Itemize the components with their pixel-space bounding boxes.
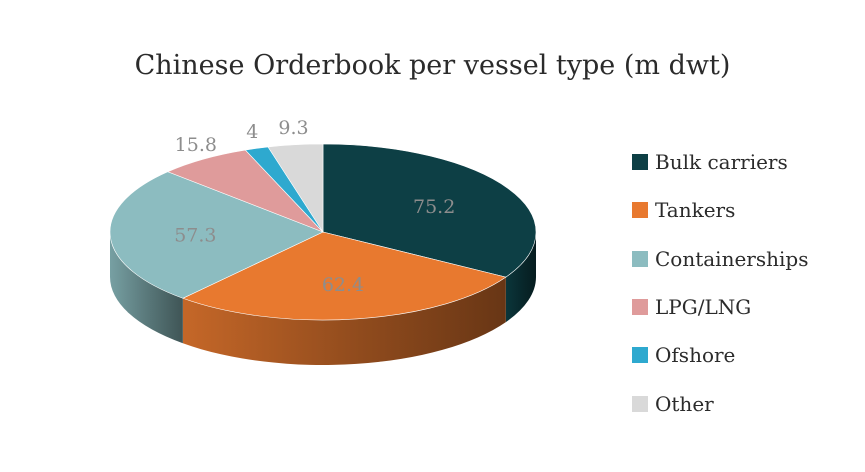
pie-slice-side bbox=[182, 277, 506, 365]
data-label: 62.4 bbox=[322, 274, 364, 296]
legend-item: Other bbox=[632, 379, 808, 427]
legend-label: LPG/LNG bbox=[655, 295, 752, 320]
legend-label: Tankers bbox=[655, 198, 736, 223]
pie-slice bbox=[322, 143, 537, 278]
data-label: 57.3 bbox=[174, 225, 216, 247]
data-label: 4 bbox=[246, 121, 258, 143]
legend: Bulk carriers Tankers Containerships LPG/LN… bbox=[632, 138, 808, 428]
legend-item: Ofshore bbox=[632, 331, 808, 379]
legend-item: Bulk carriers bbox=[632, 138, 808, 186]
legend-swatch bbox=[632, 347, 648, 364]
chart-title: Chinese Orderbook per vessel type (m dwt… bbox=[134, 50, 731, 81]
legend-label: Other bbox=[655, 391, 714, 416]
legend-label: Ofshore bbox=[655, 343, 736, 368]
legend-swatch bbox=[632, 250, 648, 267]
legend-label: Containerships bbox=[655, 246, 809, 271]
legend-swatch bbox=[632, 202, 648, 219]
legend-label: Bulk carriers bbox=[655, 150, 788, 175]
legend-swatch bbox=[632, 299, 648, 316]
legend-item: Containerships bbox=[632, 235, 808, 283]
legend-swatch bbox=[632, 154, 648, 171]
data-label: 15.8 bbox=[175, 134, 217, 156]
pie-slice-side bbox=[505, 232, 536, 323]
data-label: 75.2 bbox=[413, 196, 455, 218]
pie-slice bbox=[267, 143, 324, 234]
pie-slice bbox=[182, 231, 507, 321]
legend-item: LPG/LNG bbox=[632, 283, 808, 331]
pie-slice bbox=[109, 171, 324, 299]
legend-item: Tankers bbox=[632, 186, 808, 234]
legend-swatch bbox=[632, 395, 648, 412]
pie-slice-side bbox=[110, 232, 183, 344]
data-label: 9.3 bbox=[278, 117, 308, 139]
